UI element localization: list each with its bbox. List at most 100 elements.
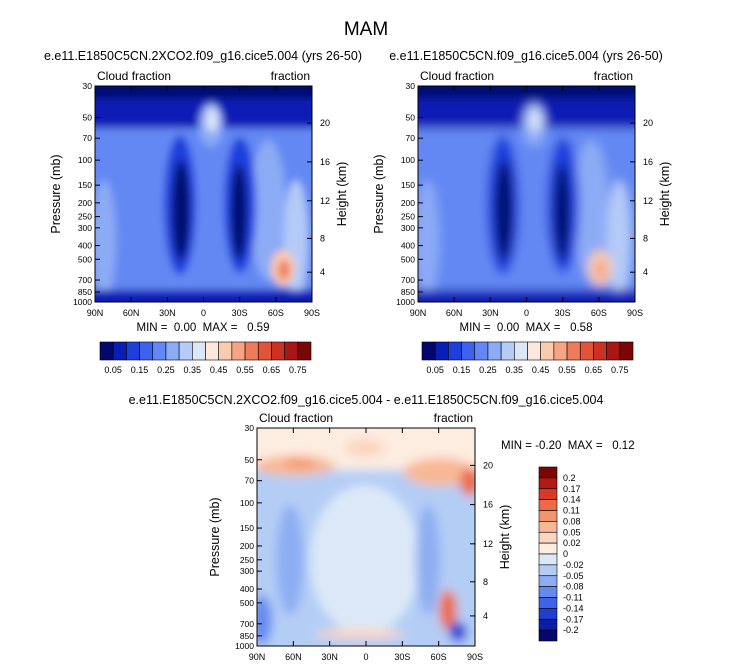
colorbar-label: 0.75	[289, 365, 307, 375]
x-tick-label: 60S	[591, 308, 607, 318]
y-tick-label: 400	[240, 584, 254, 594]
colorbar-label: 0.11	[563, 506, 580, 516]
x-tick-label: 90N	[249, 652, 266, 662]
y2-tick-label: 12	[483, 539, 493, 549]
y-tick-label: 100	[240, 498, 254, 508]
colorbar-swatch	[538, 477, 558, 490]
colorbar-label: -0.14	[563, 603, 584, 613]
panel-b-y2-axis: 20 16 12 8 4	[630, 118, 653, 277]
colorbar-label: 0.45	[532, 365, 550, 375]
y-tick-label: 70	[245, 476, 255, 486]
colorbar-swatch	[538, 510, 558, 522]
colorbar-swatch	[538, 466, 558, 479]
panel-b-field	[418, 86, 635, 302]
colorbar-label: 0.02	[563, 538, 581, 548]
colorbar-swatch	[538, 629, 558, 642]
y2-tick-label: 16	[320, 157, 330, 167]
colorbar-swatch	[579, 341, 594, 361]
field-surface-warm	[315, 629, 405, 639]
field-sh-polar	[607, 180, 631, 300]
field-stratosphere	[95, 86, 312, 98]
colorbar-swatch	[139, 341, 154, 361]
y-tick-label: 700	[240, 619, 254, 629]
field-anvil-core	[206, 108, 218, 132]
colorbar-swatch	[538, 575, 558, 587]
colorbar-swatch	[538, 564, 558, 577]
panel-a: e.e11.E1850C5CN.2XCO2.f09_g16.cice5.004 …	[44, 49, 362, 375]
y2-tick-label: 4	[483, 611, 488, 621]
y2-tick-label: 8	[483, 577, 488, 587]
field-boundary-layer	[95, 290, 312, 302]
y-tick-label: 1000	[396, 297, 415, 307]
x-tick-label: 90S	[627, 308, 643, 318]
colorbar-swatch	[461, 341, 476, 361]
x-tick-label: 60N	[123, 308, 140, 318]
panel-c-y2-axis: 20 16 12 8 4	[470, 460, 493, 621]
colorbar-swatch	[474, 341, 489, 361]
x-tick-label: 30S	[555, 308, 571, 318]
panel-b: e.e11.E1850C5CN.f09_g16.cice5.004 (yrs 2…	[372, 49, 672, 375]
y-tick-label: 1000	[73, 297, 92, 307]
y-tick-label: 700	[401, 275, 415, 285]
colorbar-swatch	[538, 608, 558, 620]
colorbar-label: 0.65	[263, 365, 281, 375]
colorbar-label: 0.05	[104, 365, 122, 375]
colorbar-swatch	[165, 341, 180, 361]
panel-a-y2label: Height (km)	[335, 162, 349, 227]
panel-c-right-label: fraction	[434, 411, 473, 425]
field-equatorial-column	[200, 120, 220, 290]
colorbar-label: 0.05	[563, 527, 581, 537]
y-tick-label: 100	[78, 155, 92, 165]
colorbar-swatch	[538, 542, 558, 555]
field-nh-polar-cool	[257, 595, 272, 645]
colorbar-label: -0.17	[563, 614, 584, 624]
panel-c-field	[257, 428, 475, 646]
colorbar-swatch	[297, 341, 312, 361]
y-tick-label: 1000	[235, 641, 254, 651]
y2-tick-label: 16	[483, 500, 493, 510]
panel-c-title: e.e11.E1850C5CN.2XCO2.f09_g16.cice5.004 …	[129, 393, 604, 407]
panel-a-x-axis: 90N 60N 30N 0 30S 60S 90S	[87, 86, 320, 318]
y-tick-label: 200	[240, 541, 254, 551]
y-tick-label: 200	[401, 198, 415, 208]
colorbar-swatch	[152, 341, 167, 361]
colorbar-swatch	[126, 341, 140, 361]
panel-c: e.e11.E1850C5CN.2XCO2.f09_g16.cice5.004 …	[129, 393, 635, 662]
colorbar-swatch	[271, 341, 285, 361]
colorbar-label: 0.45	[210, 365, 228, 375]
x-tick-label: 30N	[482, 308, 499, 318]
colorbar-swatch	[538, 531, 558, 544]
colorbar-swatch	[500, 341, 515, 361]
y-tick-label: 200	[78, 198, 92, 208]
field-sh-low-cloud-warm	[439, 590, 457, 630]
page-title: MAM	[344, 19, 388, 40]
colorbar-swatch	[553, 341, 568, 361]
colorbar-swatch	[178, 341, 193, 361]
x-tick-label: 90N	[87, 308, 104, 318]
colorbar-label: -0.2	[563, 625, 579, 635]
panel-a-ylabel: Pressure (mb)	[49, 154, 63, 233]
x-tick-label: 60N	[285, 652, 302, 662]
colorbar-swatch	[231, 341, 246, 361]
colorbar-label: 0	[563, 549, 568, 559]
y-tick-label: 250	[401, 212, 415, 222]
colorbar-label: -0.11	[563, 593, 583, 603]
colorbar-swatch	[284, 341, 299, 361]
y-tick-label: 400	[78, 241, 92, 251]
field-anvil-core	[529, 108, 541, 132]
field-nh-cool-column	[276, 505, 304, 615]
y2-tick-label: 12	[643, 196, 653, 206]
panel-c-left-label: Cloud fraction	[259, 411, 333, 425]
colorbar-label: 0.14	[563, 495, 581, 505]
colorbar-swatch	[606, 341, 621, 361]
colorbar-label: 0.55	[236, 365, 254, 375]
field-sh-midlat	[250, 140, 286, 280]
field-eq-warm-band	[345, 439, 385, 457]
y2-tick-label: 8	[643, 233, 648, 243]
colorbar-swatch	[538, 618, 558, 631]
field-boundary-layer	[418, 290, 635, 302]
y-tick-label: 150	[401, 180, 415, 190]
colorbar-swatch	[434, 341, 449, 361]
